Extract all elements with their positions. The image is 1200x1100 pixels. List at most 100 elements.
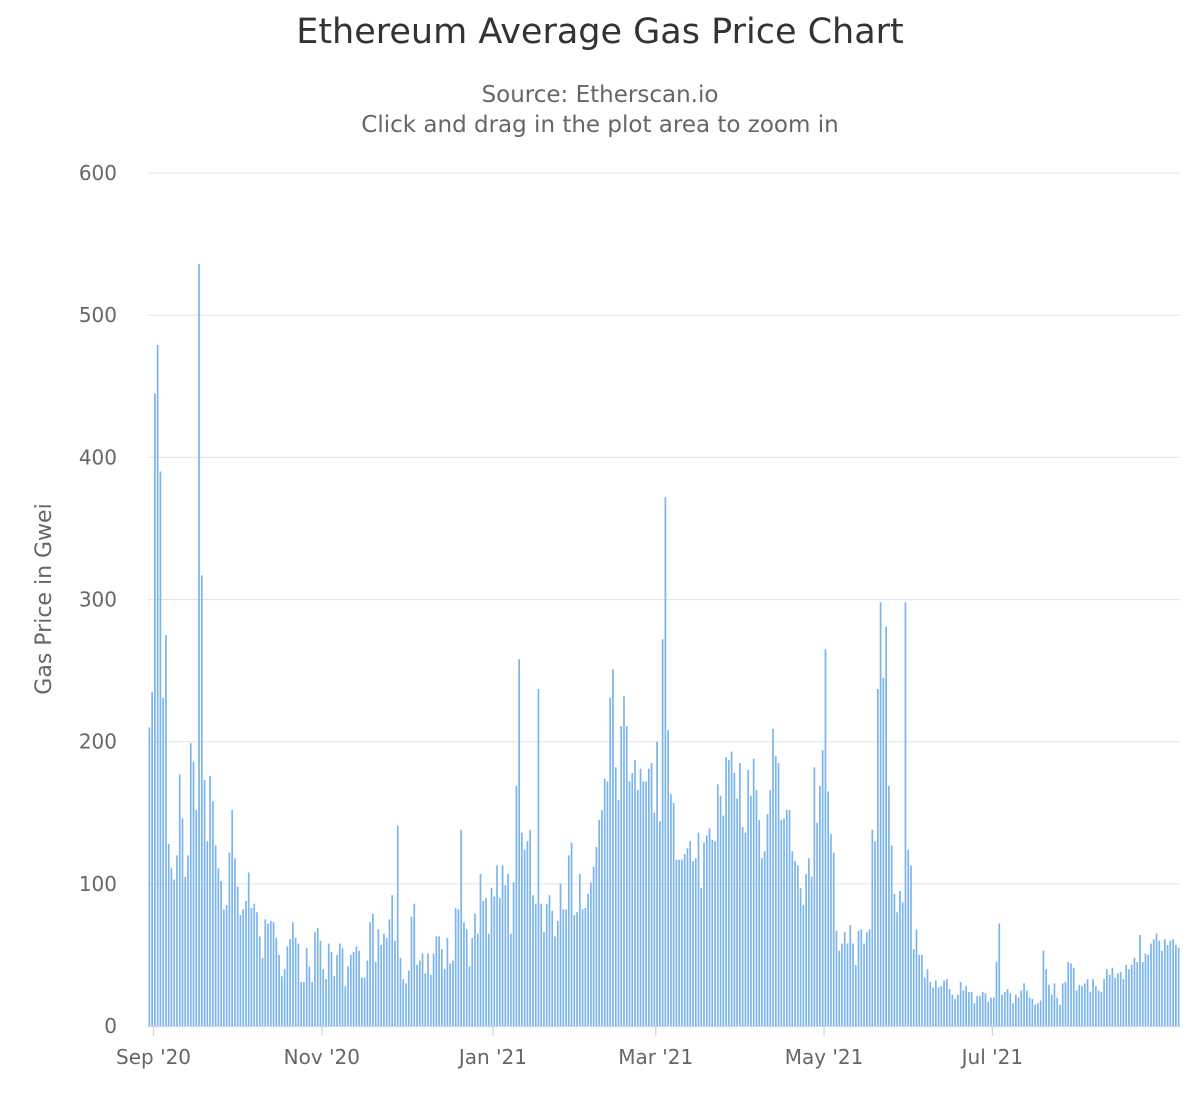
bar[interactable] bbox=[438, 936, 440, 1026]
bar[interactable] bbox=[736, 798, 738, 1026]
bar[interactable] bbox=[148, 727, 151, 1026]
bar[interactable] bbox=[1072, 967, 1075, 1026]
bar[interactable] bbox=[1075, 990, 1078, 1026]
bar[interactable] bbox=[1045, 969, 1048, 1026]
bar[interactable] bbox=[617, 799, 620, 1026]
bar[interactable] bbox=[609, 697, 612, 1026]
bar[interactable] bbox=[374, 962, 377, 1026]
bar[interactable] bbox=[333, 976, 336, 1026]
bar[interactable] bbox=[424, 973, 427, 1026]
bar[interactable] bbox=[863, 943, 865, 1026]
bar[interactable] bbox=[819, 785, 821, 1026]
bar[interactable] bbox=[1152, 939, 1155, 1026]
bar[interactable] bbox=[1034, 1004, 1036, 1026]
bar[interactable] bbox=[383, 933, 385, 1026]
bar[interactable] bbox=[1141, 962, 1144, 1026]
bar[interactable] bbox=[1039, 1000, 1042, 1026]
bar[interactable] bbox=[1125, 964, 1128, 1026]
bar[interactable] bbox=[253, 903, 256, 1026]
bar[interactable] bbox=[659, 821, 661, 1026]
bar[interactable] bbox=[427, 953, 429, 1027]
bar[interactable] bbox=[344, 986, 347, 1026]
bar[interactable] bbox=[940, 986, 943, 1026]
bar[interactable] bbox=[261, 957, 264, 1026]
bar[interactable] bbox=[380, 944, 383, 1026]
bar[interactable] bbox=[471, 937, 474, 1026]
bar[interactable] bbox=[515, 785, 518, 1026]
bar[interactable] bbox=[852, 943, 854, 1026]
bar[interactable] bbox=[482, 900, 485, 1026]
bar[interactable] bbox=[551, 910, 554, 1026]
bar[interactable] bbox=[901, 902, 904, 1026]
bar[interactable] bbox=[363, 977, 366, 1026]
bar[interactable] bbox=[170, 868, 173, 1026]
bar[interactable] bbox=[1097, 990, 1100, 1026]
bar[interactable] bbox=[968, 991, 970, 1026]
bar[interactable] bbox=[714, 841, 716, 1026]
bar[interactable] bbox=[239, 915, 242, 1026]
bar[interactable] bbox=[446, 937, 449, 1026]
bar[interactable] bbox=[686, 848, 689, 1026]
bar[interactable] bbox=[777, 762, 780, 1026]
bar[interactable] bbox=[716, 784, 719, 1026]
bar[interactable] bbox=[970, 991, 973, 1026]
bar[interactable] bbox=[355, 946, 358, 1026]
bar[interactable] bbox=[703, 842, 705, 1026]
bar[interactable] bbox=[846, 943, 849, 1026]
bar[interactable] bbox=[636, 790, 639, 1026]
bar[interactable] bbox=[203, 780, 206, 1026]
bar[interactable] bbox=[416, 964, 418, 1026]
bar[interactable] bbox=[435, 936, 438, 1026]
bar[interactable] bbox=[297, 943, 300, 1026]
bar[interactable] bbox=[280, 976, 283, 1026]
bar[interactable] bbox=[1094, 986, 1097, 1026]
bar[interactable] bbox=[463, 922, 465, 1026]
bar[interactable] bbox=[741, 826, 744, 1026]
bar[interactable] bbox=[479, 873, 482, 1026]
bar[interactable] bbox=[620, 726, 623, 1026]
bar[interactable] bbox=[570, 842, 573, 1026]
bar[interactable] bbox=[1050, 994, 1053, 1026]
bar[interactable] bbox=[1017, 997, 1020, 1026]
bar[interactable] bbox=[236, 886, 239, 1026]
bar[interactable] bbox=[747, 770, 750, 1026]
bar[interactable] bbox=[377, 929, 380, 1026]
bar[interactable] bbox=[835, 930, 838, 1026]
bar[interactable] bbox=[1106, 969, 1108, 1026]
bar[interactable] bbox=[1175, 944, 1177, 1026]
bar[interactable] bbox=[1086, 979, 1089, 1026]
bar[interactable] bbox=[151, 691, 153, 1026]
bar[interactable] bbox=[926, 969, 929, 1026]
bar[interactable] bbox=[791, 851, 794, 1026]
bar[interactable] bbox=[510, 933, 512, 1026]
bar[interactable] bbox=[1012, 1003, 1014, 1026]
bar[interactable] bbox=[581, 909, 584, 1026]
bar[interactable] bbox=[921, 954, 923, 1026]
bar[interactable] bbox=[780, 819, 783, 1026]
bar[interactable] bbox=[995, 962, 998, 1026]
bar[interactable] bbox=[1031, 998, 1034, 1026]
bar[interactable] bbox=[788, 809, 791, 1026]
bar[interactable] bbox=[449, 963, 451, 1026]
bar[interactable] bbox=[559, 883, 562, 1026]
bar[interactable] bbox=[314, 932, 316, 1026]
bar[interactable] bbox=[934, 980, 937, 1026]
bar[interactable] bbox=[485, 898, 487, 1026]
bar[interactable] bbox=[957, 994, 959, 1026]
bar[interactable] bbox=[904, 602, 907, 1026]
bar[interactable] bbox=[653, 812, 656, 1026]
bar[interactable] bbox=[156, 345, 159, 1026]
bar[interactable] bbox=[719, 795, 722, 1026]
bar[interactable] bbox=[507, 873, 509, 1026]
bar[interactable] bbox=[410, 916, 413, 1026]
bar[interactable] bbox=[396, 825, 399, 1026]
bar[interactable] bbox=[672, 802, 675, 1026]
bar[interactable] bbox=[774, 755, 777, 1026]
bar[interactable] bbox=[1158, 940, 1161, 1026]
bar[interactable] bbox=[951, 994, 954, 1026]
bar[interactable] bbox=[457, 909, 460, 1026]
bar[interactable] bbox=[937, 987, 940, 1026]
bar[interactable] bbox=[899, 890, 901, 1026]
bar[interactable] bbox=[347, 966, 349, 1026]
